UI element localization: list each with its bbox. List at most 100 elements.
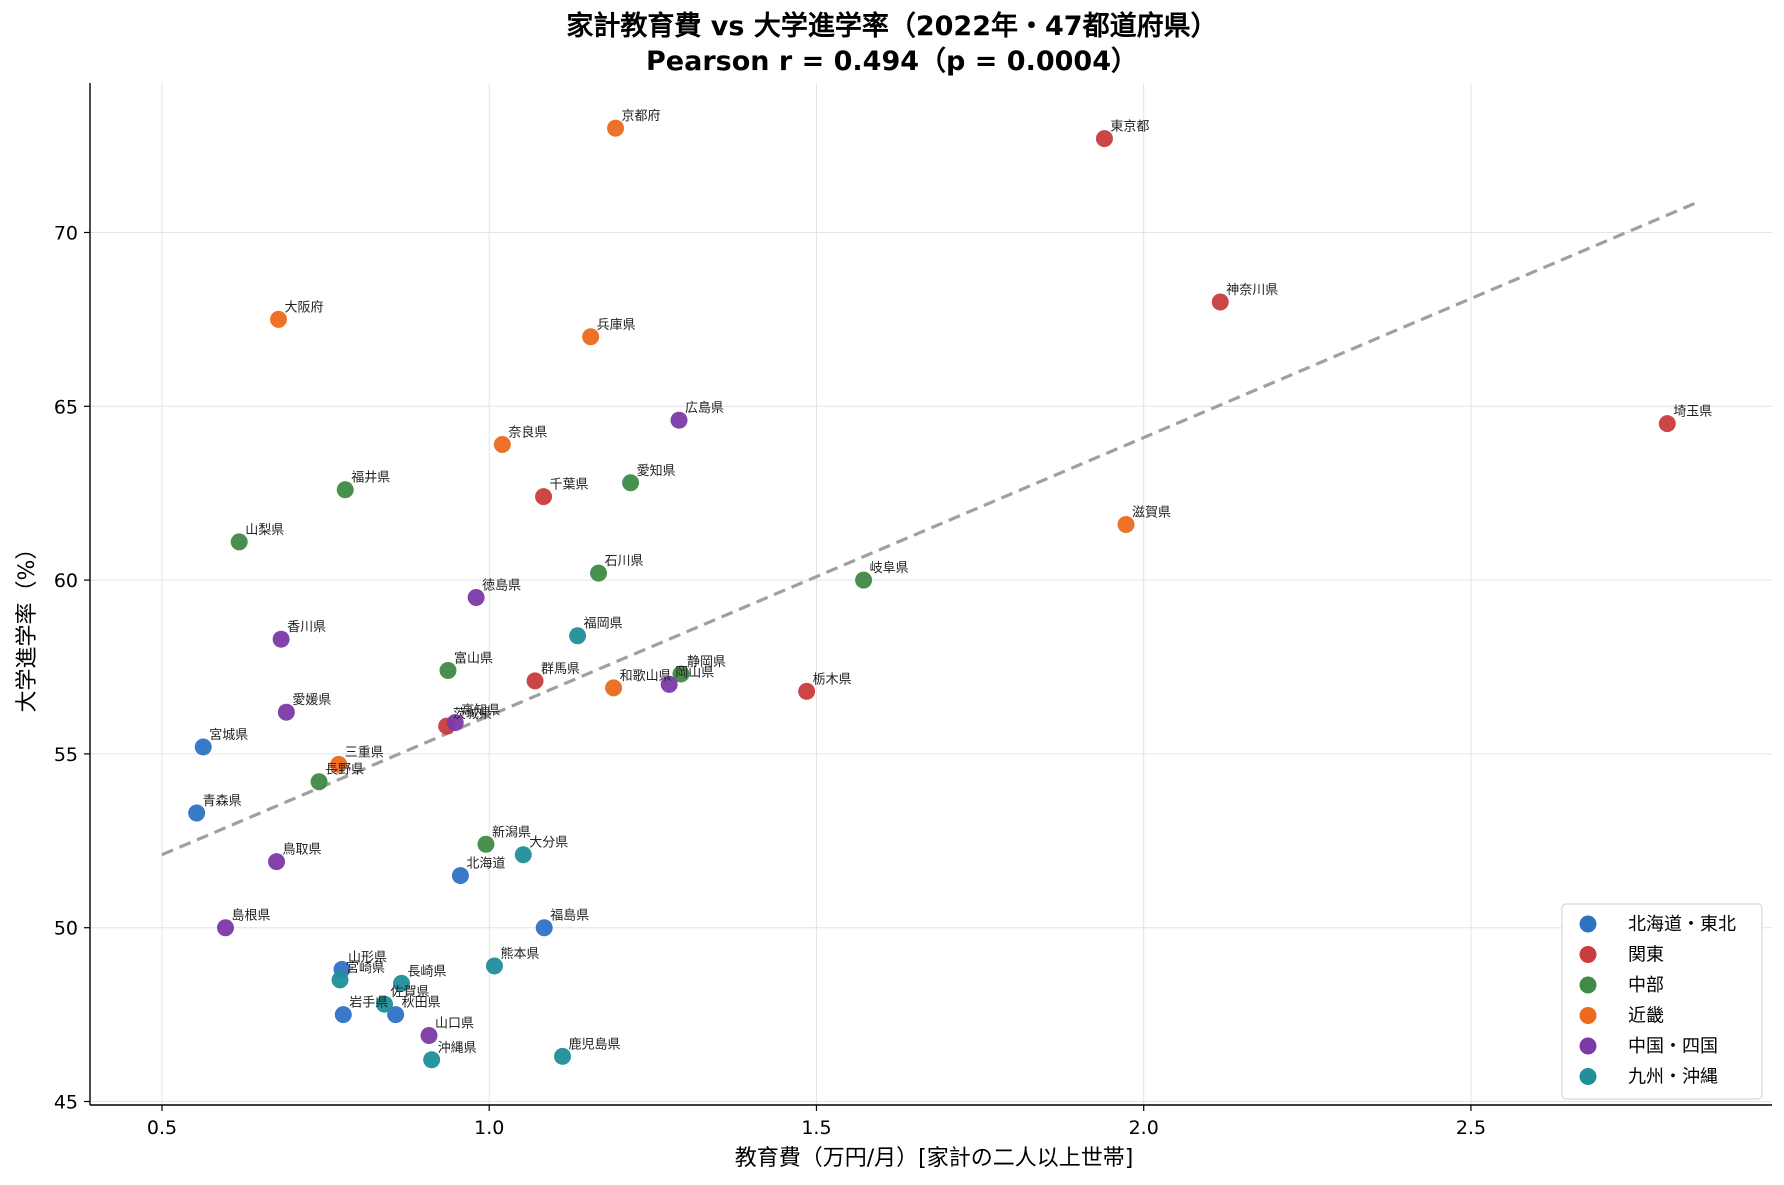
x-tick-label: 2.5 xyxy=(1456,1117,1486,1139)
point-label: 鹿児島県 xyxy=(569,1036,621,1052)
data-point xyxy=(855,571,873,589)
point-label: 北海道 xyxy=(466,857,505,872)
legend-entry: 九州・沖縄 xyxy=(1628,1067,1718,1088)
y-tick-label: 45 xyxy=(54,1092,78,1114)
data-point xyxy=(331,971,349,989)
point-label: 徳島県 xyxy=(482,578,521,593)
data-point xyxy=(376,995,394,1013)
legend-entry: 北海道・東北 xyxy=(1628,914,1736,935)
y-tick-label: 55 xyxy=(54,744,78,766)
point-label: 山形県 xyxy=(348,950,387,965)
point-label: 京都府 xyxy=(622,109,661,124)
point-label: 大阪府 xyxy=(284,300,323,315)
legend-entry: 近畿 xyxy=(1628,1006,1664,1027)
point-label: 長崎県 xyxy=(408,964,447,979)
legend-entry: 関東 xyxy=(1628,945,1664,966)
legend-entry: 中国・四国 xyxy=(1628,1036,1718,1057)
legend-box xyxy=(1561,903,1763,1100)
point-label: 栃木県 xyxy=(813,672,852,687)
data-point xyxy=(230,533,248,551)
x-tick-label: 1.5 xyxy=(801,1117,831,1139)
data-point xyxy=(336,481,354,499)
point-label: 東京都 xyxy=(1110,119,1149,135)
point-label: 青森県 xyxy=(203,794,242,809)
point-label: 三重県 xyxy=(345,744,384,760)
point-label: 石川県 xyxy=(605,554,644,569)
point-label: 新潟県 xyxy=(492,824,531,840)
y-tick-label: 70 xyxy=(54,222,78,244)
legend-entry: 中部 xyxy=(1628,975,1664,996)
data-point xyxy=(493,436,511,454)
point-label: 大分県 xyxy=(529,836,568,851)
point-label: 静岡県 xyxy=(687,655,726,670)
point-label: 千葉県 xyxy=(550,478,589,493)
point-label: 滋賀県 xyxy=(1132,505,1171,520)
data-point xyxy=(334,1006,352,1024)
data-point xyxy=(1095,130,1113,148)
legend-marker xyxy=(1579,1007,1597,1024)
data-point xyxy=(569,627,587,645)
point-label: 秋田県 xyxy=(402,996,441,1011)
data-point xyxy=(485,957,503,975)
data-point xyxy=(477,835,495,853)
point-label: 沖縄県 xyxy=(438,1041,477,1056)
point-label: 岩手県 xyxy=(349,996,388,1011)
legend-marker xyxy=(1579,1068,1597,1085)
data-point xyxy=(277,703,295,721)
trendline-layer xyxy=(161,199,1701,857)
point-label: 鳥取県 xyxy=(283,843,322,858)
trendline xyxy=(161,199,1701,857)
point-label: 富山県 xyxy=(454,650,493,666)
data-point xyxy=(467,588,485,606)
data-point xyxy=(393,974,411,992)
y-tick-label: 60 xyxy=(54,570,78,592)
x-tick-label: 1.0 xyxy=(474,1117,504,1139)
point-label: 広島県 xyxy=(685,401,724,416)
point-label: 宮城県 xyxy=(209,727,248,743)
data-point xyxy=(446,714,464,732)
chart-title: 家計教育費 vs 大学進学率（2022年・47都道府県） xyxy=(566,10,1217,42)
point-label: 熊本県 xyxy=(500,946,539,962)
point-label: 奈良県 xyxy=(508,425,547,441)
data-point xyxy=(451,867,469,885)
data-point xyxy=(535,488,553,506)
data-point xyxy=(660,675,678,693)
points-layer xyxy=(188,119,1676,1069)
point-label: 長野県 xyxy=(325,763,364,778)
data-point xyxy=(582,328,600,346)
data-point xyxy=(387,1006,405,1024)
point-label: 和歌山県 xyxy=(620,669,672,684)
data-point xyxy=(1117,515,1135,533)
point-label: 埼玉県 xyxy=(1673,405,1712,420)
point-label: 香川県 xyxy=(287,620,326,635)
point-label: 福井県 xyxy=(351,471,390,486)
point-label: 群馬県 xyxy=(541,662,580,677)
data-point xyxy=(194,738,212,756)
point-label: 島根県 xyxy=(231,909,270,924)
data-point xyxy=(622,474,640,492)
point-label: 兵庫県 xyxy=(597,318,636,333)
data-point xyxy=(423,1051,441,1069)
data-point xyxy=(272,630,290,648)
data-point xyxy=(590,564,608,582)
legend-marker xyxy=(1579,1037,1597,1055)
point-label: 岐阜県 xyxy=(870,560,909,576)
point-label: 山梨県 xyxy=(245,523,284,538)
data-point xyxy=(188,804,206,822)
data-point xyxy=(526,672,544,690)
grid xyxy=(90,83,1772,1105)
data-point xyxy=(514,846,532,864)
data-point xyxy=(535,919,553,937)
data-point xyxy=(607,119,625,137)
legend-marker xyxy=(1579,976,1597,994)
point-label: 愛媛県 xyxy=(292,693,331,708)
data-point xyxy=(330,755,348,773)
y-tick-label: 50 xyxy=(54,918,78,940)
x-tick-label: 2.0 xyxy=(1129,1117,1159,1139)
data-point xyxy=(605,679,623,697)
legend-marker xyxy=(1579,915,1597,933)
